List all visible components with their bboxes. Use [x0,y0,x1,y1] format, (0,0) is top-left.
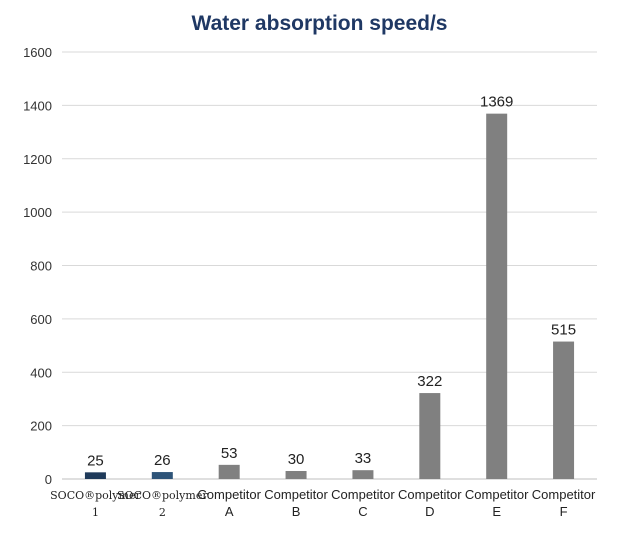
x-tick-label-line2: E [492,504,501,519]
y-tick-label: 1000 [23,205,52,220]
bar [285,470,307,479]
x-tick-label-line2: A [225,504,234,519]
y-tick-label: 0 [45,472,52,487]
x-tick-label: Competitor [398,487,462,502]
x-tick-label: SOCO®polymer [117,489,208,502]
x-tick-label-line2: F [560,504,568,519]
y-tick-label: 600 [30,312,52,327]
y-tick-label: 400 [30,365,52,380]
data-label: 1369 [480,94,513,111]
x-tick-label-line2: B [292,504,301,519]
x-tick-label: Competitor [465,487,529,502]
x-tick-label-line2: 1 [92,506,99,519]
x-tick-label-line2: D [425,504,434,519]
y-tick-label: 1200 [23,152,52,167]
bar [84,472,106,479]
bar [419,393,441,479]
x-tick-label: Competitor [197,487,261,502]
y-tick-label: 200 [30,419,52,434]
chart-title: Water absorption speed/s [191,12,448,35]
y-tick-label: 1400 [23,98,52,113]
data-label: 25 [87,452,104,469]
bar [218,464,240,479]
data-label: 30 [288,451,305,468]
bar [151,472,173,479]
bar [486,113,508,479]
y-tick-label: 800 [30,259,52,274]
y-tick-label: 1600 [23,45,52,60]
bar [352,470,374,479]
x-tick-label: Competitor [331,487,395,502]
data-label: 322 [417,373,442,390]
data-label: 26 [154,452,171,469]
bar [553,341,575,479]
x-tick-label: Competitor [532,487,596,502]
x-tick-label-line2: 2 [159,506,166,519]
data-label: 33 [355,450,372,467]
data-label: 515 [551,322,576,339]
x-tick-label: SOCO®polymer [50,489,141,502]
x-tick-label: Competitor [264,487,328,502]
data-label: 53 [221,445,238,462]
x-tick-label-line2: C [358,504,367,519]
